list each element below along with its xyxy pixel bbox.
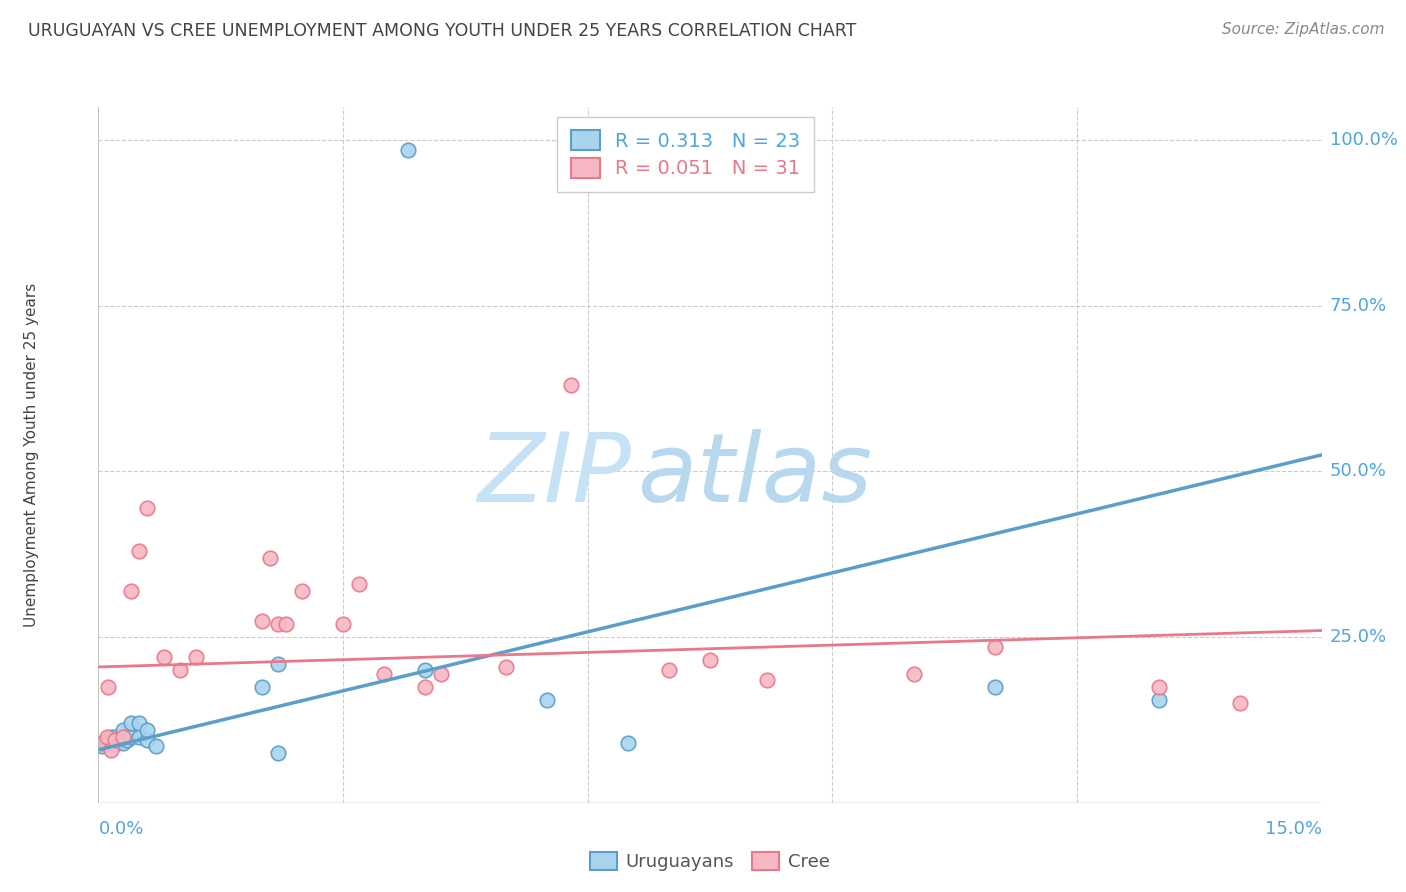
Point (136, 723, 159, 737)
Point (430, 666, 453, 681)
Point (120, 716, 142, 731)
Point (136, 732, 159, 747)
Text: 15.0%: 15.0% (1264, 821, 1322, 838)
Point (96, 730, 118, 744)
Point (136, 500, 159, 515)
Point (984, 640, 1007, 654)
Point (1229, 697, 1251, 711)
Point (111, 723, 134, 737)
Point (128, 544, 150, 558)
Point (495, 660, 517, 674)
Point (903, 666, 925, 681)
Point (97, 680, 120, 694)
Point (413, 663, 436, 677)
Point (97, 732, 120, 747)
Point (96, 736, 118, 750)
Point (1147, 693, 1170, 707)
Point (373, 666, 395, 681)
Point (91, 739, 114, 754)
Point (104, 738, 127, 752)
Point (250, 680, 273, 694)
Point (756, 673, 779, 688)
Text: ZIP: ZIP (477, 429, 630, 523)
Text: 50.0%: 50.0% (1330, 462, 1386, 481)
Point (291, 583, 314, 598)
Text: 75.0%: 75.0% (1330, 297, 1388, 315)
Point (111, 736, 134, 750)
Point (617, 736, 640, 750)
Point (250, 614, 273, 628)
Point (115, 732, 138, 747)
Point (128, 730, 150, 744)
Text: 25.0%: 25.0% (1330, 628, 1388, 646)
Legend: R = 0.313   N = 23, R = 0.051   N = 31: R = 0.313 N = 23, R = 0.051 N = 31 (557, 117, 814, 192)
Text: Unemployment Among Youth under 25 years: Unemployment Among Youth under 25 years (24, 283, 38, 627)
Legend: Uruguayans, Cree: Uruguayans, Cree (582, 845, 838, 879)
Point (396, 143, 419, 157)
Point (111, 730, 134, 744)
Point (100, 743, 122, 757)
Point (120, 730, 142, 744)
Point (413, 680, 436, 694)
Point (120, 583, 142, 598)
Point (108, 732, 131, 747)
Point (1147, 680, 1170, 694)
Point (104, 730, 127, 744)
Point (145, 739, 167, 754)
Point (186, 650, 208, 665)
Point (259, 550, 281, 565)
Point (100, 730, 122, 744)
Text: URUGUAYAN VS CREE UNEMPLOYMENT AMONG YOUTH UNDER 25 YEARS CORRELATION CHART: URUGUAYAN VS CREE UNEMPLOYMENT AMONG YOU… (28, 22, 856, 40)
Point (267, 616, 290, 631)
Text: Source: ZipAtlas.com: Source: ZipAtlas.com (1222, 22, 1385, 37)
Point (169, 663, 191, 677)
Point (332, 616, 354, 631)
Point (274, 616, 297, 631)
Point (658, 663, 681, 677)
Point (104, 732, 127, 747)
Point (349, 577, 371, 591)
Text: atlas: atlas (637, 429, 872, 523)
Point (267, 746, 290, 760)
Point (560, 378, 582, 392)
Point (699, 653, 721, 667)
Point (984, 680, 1007, 694)
Point (536, 693, 558, 707)
Text: 0.0%: 0.0% (98, 821, 143, 838)
Point (91, 736, 114, 750)
Text: 100.0%: 100.0% (1330, 131, 1398, 149)
Point (267, 657, 290, 671)
Point (128, 716, 150, 731)
Point (152, 650, 174, 665)
